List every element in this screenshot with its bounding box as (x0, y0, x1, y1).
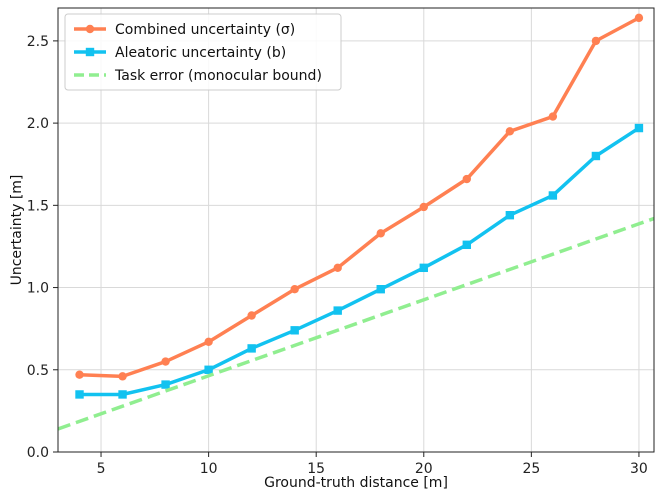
data-point (548, 191, 558, 200)
y-tick-label: 2.0 (27, 116, 49, 132)
series-line (79, 126, 640, 397)
data-point (290, 285, 299, 294)
data-point (462, 240, 472, 249)
y-axis-title: Uncertainty [m] (9, 175, 25, 286)
data-point (247, 344, 256, 353)
legend-box (64, 13, 342, 91)
legend-item: Combined uncertainty (σ) (74, 22, 295, 38)
plot-frame (57, 7, 655, 453)
legend-item: Aleatoric uncertainty (b) (74, 45, 286, 61)
y-tick-label: 0.0 (27, 445, 49, 461)
legend-label: Task error (monocular bound) (114, 68, 322, 84)
legend-swatch-marker (85, 47, 95, 57)
x-axis-title: Ground-truth distance [m] (264, 475, 448, 491)
series-line (79, 16, 640, 379)
series-0 (75, 13, 644, 381)
data-point (161, 380, 170, 389)
data-point (118, 390, 127, 399)
data-point (290, 326, 299, 335)
data-point (548, 112, 558, 121)
y-tick-label: 1.5 (27, 198, 49, 214)
data-point (118, 372, 127, 381)
x-tick-label: 15 (307, 461, 325, 477)
data-point (204, 337, 213, 347)
data-point (376, 285, 385, 294)
data-point (75, 370, 84, 379)
data-point (591, 36, 601, 46)
data-point (75, 390, 84, 399)
x-tick-label: 30 (630, 461, 648, 477)
x-tick-label: 10 (200, 461, 218, 477)
data-point (634, 123, 644, 133)
x-tick-label: 5 (97, 461, 106, 477)
series-1 (75, 123, 644, 399)
x-tick-label: 25 (522, 461, 540, 477)
data-point (204, 365, 213, 374)
data-point (505, 211, 515, 220)
legend-label: Combined uncertainty (σ) (115, 22, 295, 38)
data-point (505, 127, 515, 136)
data-point (462, 174, 472, 184)
data-point (419, 202, 428, 212)
data-point (634, 13, 644, 23)
series-2 (58, 216, 654, 431)
data-point (247, 311, 256, 320)
series-line (58, 216, 654, 431)
y-tick-label: 2.5 (27, 34, 49, 50)
series-layer (58, 13, 654, 431)
axis-ticks: 5 10 15 20 25 30 0.0 0.5 1.0 1.5 2.0 2.5 (27, 34, 648, 477)
legend-item: Task error (monocular bound) (74, 68, 322, 84)
data-point (333, 263, 342, 273)
x-tick-label: 20 (415, 461, 433, 477)
y-tick-label: 1.0 (27, 281, 49, 297)
y-tick-label: 0.5 (27, 363, 49, 379)
data-point (161, 357, 170, 366)
data-point (591, 151, 601, 161)
legend-label: Aleatoric uncertainty (b) (115, 45, 286, 61)
legend-swatch-marker (85, 24, 95, 34)
data-point (376, 229, 385, 238)
data-point (333, 306, 342, 315)
legend: Combined uncertainty (σ) Aleatoric uncert… (64, 13, 342, 91)
data-point (419, 263, 428, 273)
